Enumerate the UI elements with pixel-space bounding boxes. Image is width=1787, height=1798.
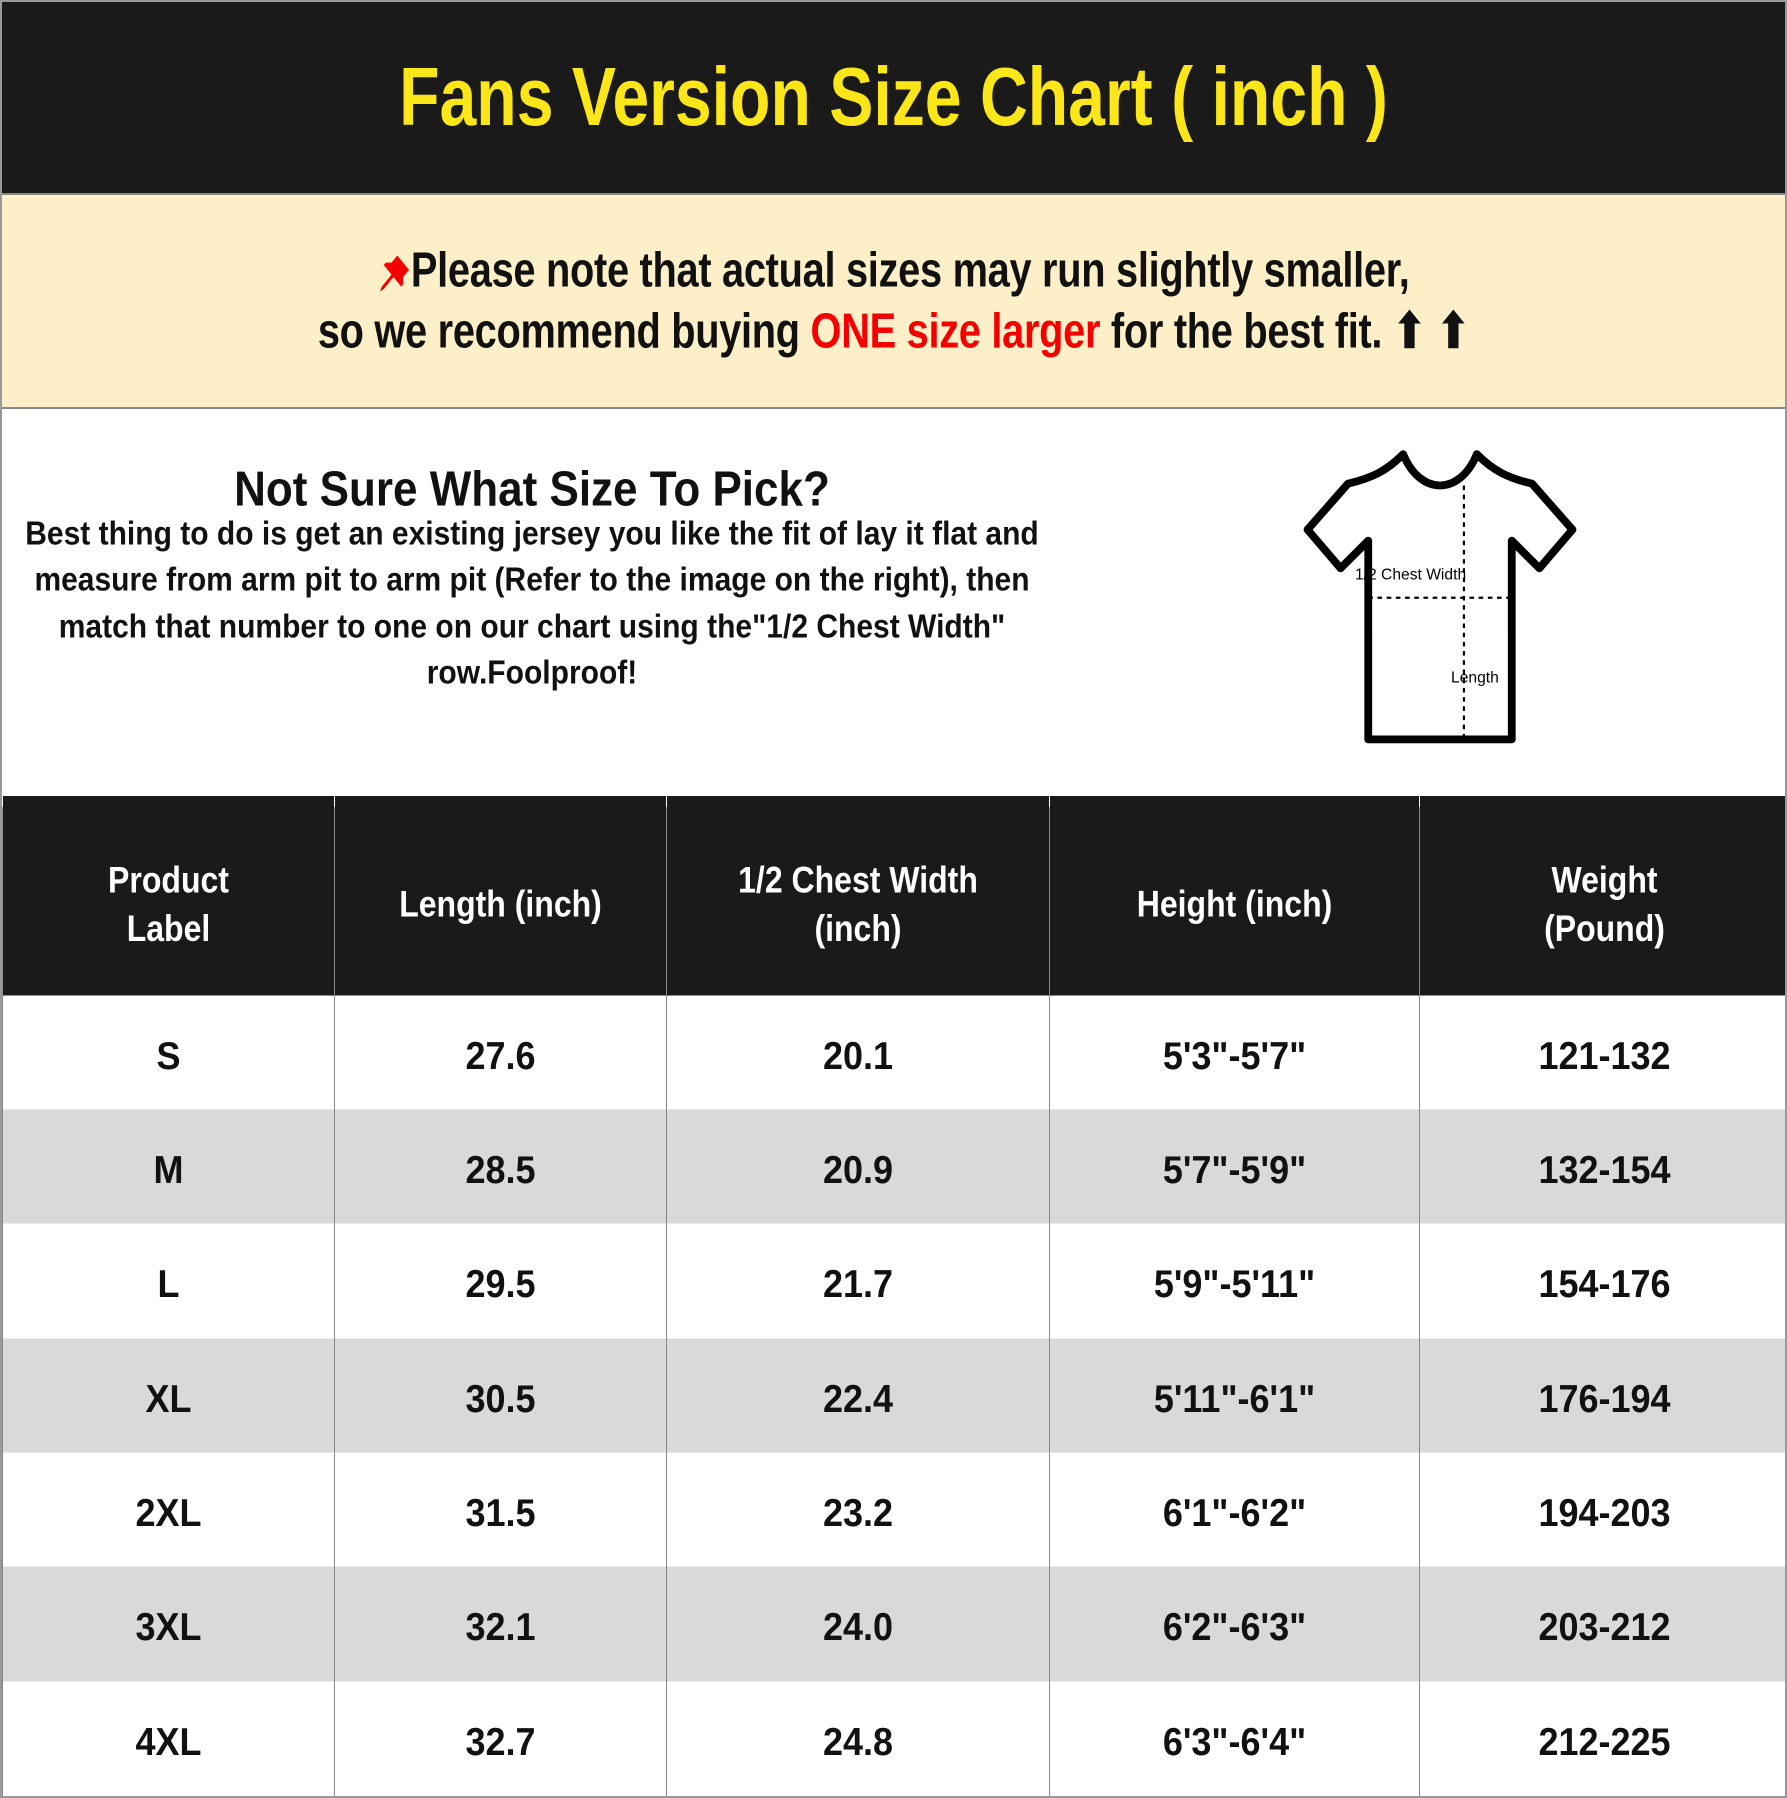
svg-text:1/2 Chest Width: 1/2 Chest Width bbox=[1355, 566, 1466, 583]
svg-text:Length: Length bbox=[1451, 669, 1499, 686]
